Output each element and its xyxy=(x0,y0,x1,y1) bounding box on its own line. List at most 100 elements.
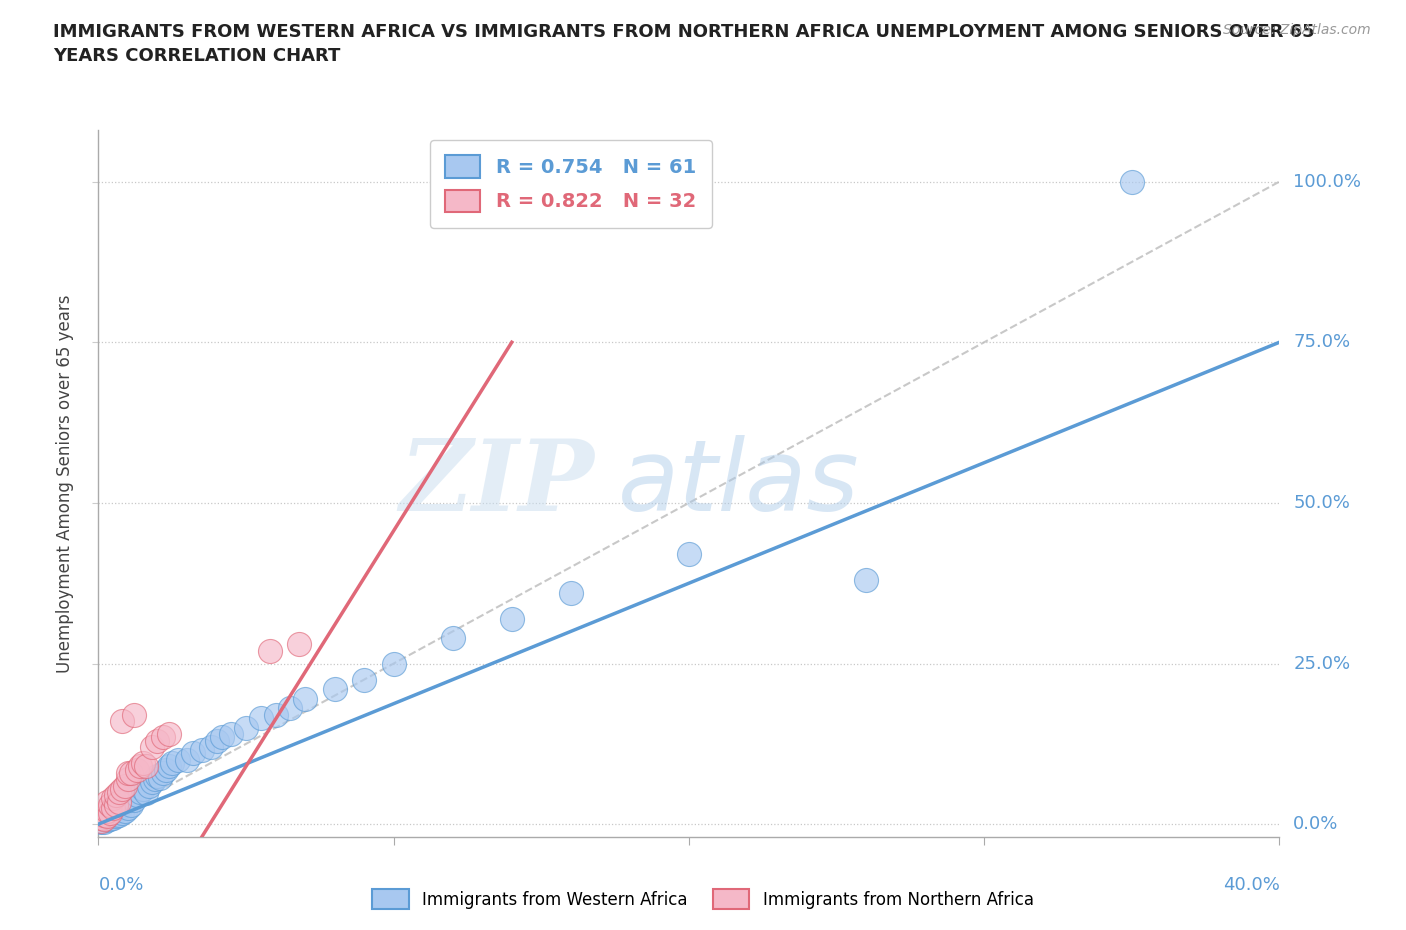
Point xyxy=(143,772,166,787)
Point xyxy=(98,809,121,824)
Point xyxy=(117,791,139,806)
Y-axis label: Unemployment Among Seniors over 65 years: Unemployment Among Seniors over 65 years xyxy=(56,295,75,672)
Text: 75.0%: 75.0% xyxy=(1294,333,1351,352)
Point xyxy=(93,814,115,829)
Point xyxy=(191,743,214,758)
Point xyxy=(114,804,136,818)
Text: 0.0%: 0.0% xyxy=(1294,816,1339,833)
Point xyxy=(353,672,375,687)
Point xyxy=(125,762,148,777)
Point xyxy=(152,765,174,780)
Point xyxy=(96,809,118,824)
Point xyxy=(96,813,118,828)
Point xyxy=(111,805,134,820)
Point xyxy=(117,801,139,816)
Point xyxy=(235,721,257,736)
Point xyxy=(501,611,523,626)
Point xyxy=(382,656,405,671)
Point xyxy=(108,794,131,809)
Point xyxy=(111,781,134,796)
Point xyxy=(560,585,582,600)
Point xyxy=(200,739,222,754)
Point xyxy=(250,711,273,725)
Text: ZIP: ZIP xyxy=(399,435,595,532)
Point xyxy=(280,701,302,716)
Text: IMMIGRANTS FROM WESTERN AFRICA VS IMMIGRANTS FROM NORTHERN AFRICA UNEMPLOYMENT A: IMMIGRANTS FROM WESTERN AFRICA VS IMMIGR… xyxy=(53,23,1315,65)
Point xyxy=(181,746,204,761)
Point xyxy=(105,809,128,824)
Point xyxy=(149,770,172,785)
Text: 0.0%: 0.0% xyxy=(98,875,143,894)
Point xyxy=(93,807,115,822)
Point xyxy=(96,794,118,809)
Point xyxy=(103,810,125,825)
Point xyxy=(146,733,169,748)
Point xyxy=(176,752,198,767)
Point xyxy=(103,791,125,806)
Point xyxy=(103,807,125,822)
Text: 40.0%: 40.0% xyxy=(1223,875,1279,894)
Point xyxy=(103,804,125,818)
Point xyxy=(294,691,316,706)
Point xyxy=(132,756,155,771)
Point xyxy=(135,759,157,774)
Point xyxy=(105,804,128,818)
Point xyxy=(155,762,177,777)
Point xyxy=(162,756,183,771)
Point xyxy=(211,730,233,745)
Text: 100.0%: 100.0% xyxy=(1294,173,1361,191)
Point xyxy=(132,781,155,796)
Point xyxy=(141,775,163,790)
Point xyxy=(105,797,128,812)
Point xyxy=(135,786,157,801)
Text: atlas: atlas xyxy=(619,435,859,532)
Text: Source: ZipAtlas.com: Source: ZipAtlas.com xyxy=(1223,23,1371,37)
Point xyxy=(93,809,115,824)
Point xyxy=(122,708,145,723)
Point xyxy=(138,778,160,793)
Point xyxy=(117,772,139,787)
Point xyxy=(98,812,121,827)
Point xyxy=(98,797,121,812)
Point xyxy=(93,812,115,827)
Point xyxy=(93,812,115,827)
Point xyxy=(114,794,136,809)
Point xyxy=(264,708,287,723)
Point xyxy=(108,807,131,822)
Point xyxy=(90,810,112,825)
Point xyxy=(167,752,190,767)
Point xyxy=(108,785,131,800)
Point xyxy=(96,810,118,825)
Point xyxy=(288,637,311,652)
Point xyxy=(678,547,700,562)
Point xyxy=(259,644,281,658)
Point xyxy=(157,726,180,741)
Point xyxy=(125,788,148,803)
Point xyxy=(108,801,131,816)
Point xyxy=(323,682,346,697)
Point xyxy=(120,765,142,780)
Point xyxy=(855,573,877,588)
Point xyxy=(205,733,228,748)
Text: 25.0%: 25.0% xyxy=(1294,655,1351,672)
Point xyxy=(157,759,180,774)
Point xyxy=(90,814,112,829)
Text: 50.0%: 50.0% xyxy=(1294,494,1350,512)
Point xyxy=(114,778,136,793)
Point xyxy=(128,785,150,800)
Legend: Immigrants from Western Africa, Immigrants from Northern Africa: Immigrants from Western Africa, Immigran… xyxy=(364,881,1042,917)
Point xyxy=(146,768,169,783)
Point xyxy=(152,730,174,745)
Point xyxy=(111,714,134,729)
Point xyxy=(117,765,139,780)
Point xyxy=(98,805,121,820)
Point xyxy=(141,739,163,754)
Point xyxy=(96,807,118,822)
Legend: R = 0.754   N = 61, R = 0.822   N = 32: R = 0.754 N = 61, R = 0.822 N = 32 xyxy=(430,140,711,228)
Point xyxy=(90,814,112,829)
Point xyxy=(120,797,142,812)
Point xyxy=(103,801,125,816)
Point xyxy=(111,797,134,812)
Point xyxy=(105,788,128,803)
Point xyxy=(90,815,112,830)
